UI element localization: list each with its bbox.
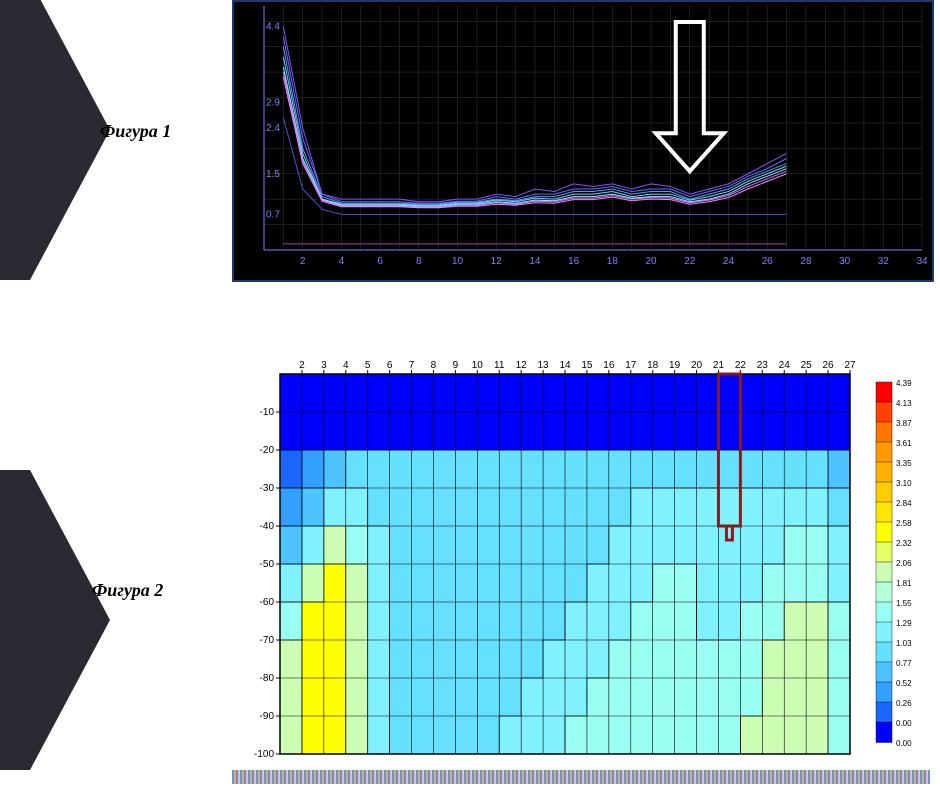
- svg-text:18: 18: [607, 256, 619, 267]
- svg-text:-90: -90: [260, 711, 275, 722]
- svg-text:17: 17: [625, 360, 637, 371]
- chart-2-heatmap: 2345678910111213141516171819202122232425…: [232, 350, 930, 760]
- svg-text:2.84: 2.84: [896, 499, 912, 508]
- svg-text:1.29: 1.29: [896, 619, 912, 628]
- svg-text:1.5: 1.5: [266, 169, 280, 180]
- svg-text:3.10: 3.10: [896, 479, 912, 488]
- svg-text:16: 16: [603, 360, 615, 371]
- svg-text:28: 28: [800, 256, 812, 267]
- svg-text:20: 20: [691, 360, 703, 371]
- svg-text:4.13: 4.13: [896, 399, 912, 408]
- svg-text:-40: -40: [260, 521, 275, 532]
- svg-text:10: 10: [452, 256, 464, 267]
- svg-text:8: 8: [431, 360, 437, 371]
- svg-text:15: 15: [581, 360, 593, 371]
- svg-text:32: 32: [878, 256, 890, 267]
- svg-text:4.4: 4.4: [266, 21, 280, 32]
- svg-text:27: 27: [844, 360, 856, 371]
- svg-text:4: 4: [339, 256, 345, 267]
- svg-text:-30: -30: [260, 483, 275, 494]
- svg-text:-100: -100: [254, 749, 274, 760]
- svg-text:1.03: 1.03: [896, 639, 912, 648]
- svg-text:25: 25: [801, 360, 813, 371]
- svg-text:2.06: 2.06: [896, 559, 912, 568]
- chevron-2: [0, 470, 120, 770]
- svg-text:0.7: 0.7: [266, 209, 280, 220]
- svg-text:22: 22: [735, 360, 747, 371]
- svg-text:0.00: 0.00: [896, 739, 912, 748]
- svg-text:-20: -20: [260, 445, 275, 456]
- svg-text:8: 8: [416, 256, 422, 267]
- footer-strip: [232, 770, 930, 784]
- svg-text:2: 2: [299, 360, 305, 371]
- svg-text:-50: -50: [260, 559, 275, 570]
- svg-text:11: 11: [494, 360, 505, 371]
- svg-text:19: 19: [669, 360, 681, 371]
- svg-text:14: 14: [529, 256, 541, 267]
- svg-text:0.00: 0.00: [896, 719, 912, 728]
- svg-text:2: 2: [300, 256, 306, 267]
- svg-text:0.52: 0.52: [896, 679, 912, 688]
- svg-text:18: 18: [647, 360, 659, 371]
- svg-text:30: 30: [839, 256, 851, 267]
- svg-text:22: 22: [684, 256, 696, 267]
- svg-text:3: 3: [321, 360, 327, 371]
- svg-text:2.58: 2.58: [896, 519, 912, 528]
- svg-text:5: 5: [365, 360, 371, 371]
- svg-text:21: 21: [713, 360, 725, 371]
- svg-text:0.26: 0.26: [896, 699, 912, 708]
- svg-text:7: 7: [409, 360, 415, 371]
- svg-text:2.32: 2.32: [896, 539, 912, 548]
- figure-2-label: Фигура 2: [92, 580, 163, 601]
- svg-text:1.55: 1.55: [896, 599, 912, 608]
- svg-text:13: 13: [538, 360, 550, 371]
- svg-text:3.61: 3.61: [896, 439, 912, 448]
- figure-1-label: Фигура 1: [100, 121, 171, 142]
- svg-text:6: 6: [387, 360, 393, 371]
- svg-text:34: 34: [916, 256, 928, 267]
- svg-text:0.77: 0.77: [896, 659, 912, 668]
- svg-text:3.35: 3.35: [896, 459, 912, 468]
- chart-1-line-plot: 2468101214161820222426283032340.71.52.42…: [232, 0, 934, 282]
- svg-text:-80: -80: [260, 673, 275, 684]
- svg-text:16: 16: [568, 256, 580, 267]
- svg-text:2.9: 2.9: [266, 98, 280, 109]
- svg-text:1.81: 1.81: [896, 579, 912, 588]
- svg-text:-60: -60: [260, 597, 275, 608]
- svg-text:3.87: 3.87: [896, 419, 912, 428]
- svg-text:12: 12: [516, 360, 528, 371]
- svg-text:-10: -10: [260, 407, 275, 418]
- svg-text:14: 14: [559, 360, 571, 371]
- svg-text:-70: -70: [260, 635, 275, 646]
- svg-text:4: 4: [343, 360, 349, 371]
- svg-text:20: 20: [645, 256, 657, 267]
- svg-text:4.39: 4.39: [896, 379, 912, 388]
- svg-text:26: 26: [762, 256, 774, 267]
- svg-text:12: 12: [491, 256, 503, 267]
- svg-text:6: 6: [377, 256, 383, 267]
- svg-text:23: 23: [757, 360, 769, 371]
- svg-text:10: 10: [472, 360, 484, 371]
- svg-text:24: 24: [779, 360, 791, 371]
- svg-text:26: 26: [823, 360, 835, 371]
- svg-text:24: 24: [723, 256, 735, 267]
- svg-text:2.4: 2.4: [266, 123, 280, 134]
- svg-text:9: 9: [453, 360, 459, 371]
